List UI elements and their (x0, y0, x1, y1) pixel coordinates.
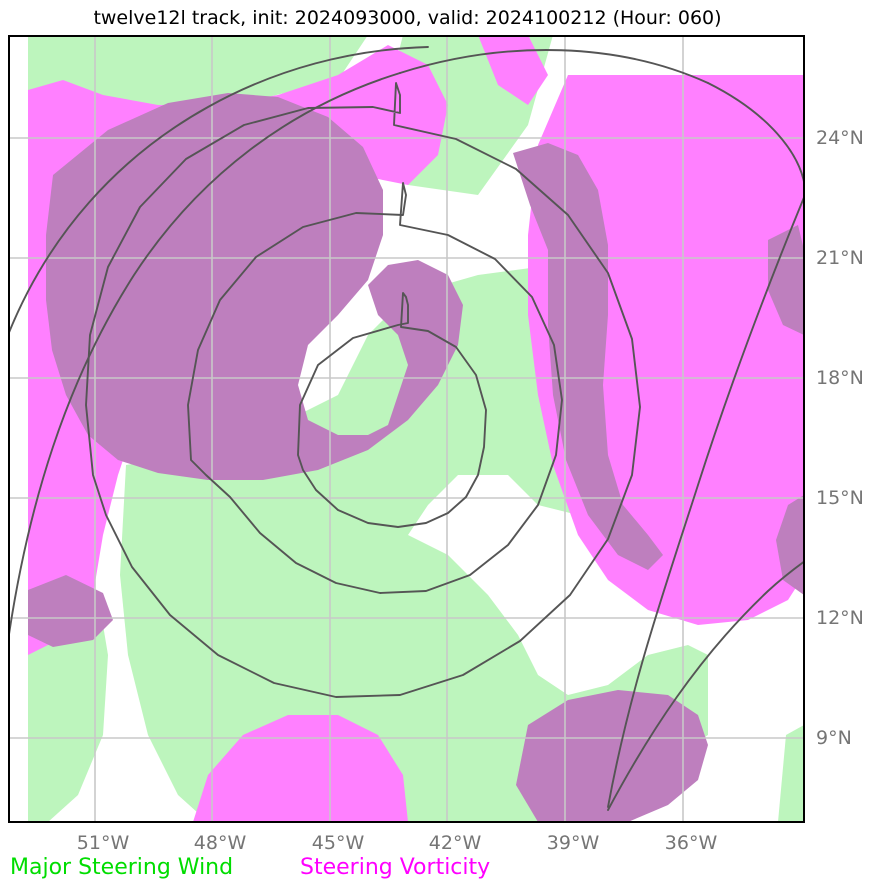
y-tick-label-24n: 24°N (816, 127, 864, 149)
contour-arc-bottom-right-segment (607, 560, 804, 811)
contour-ring-second (187, 182, 563, 594)
gridlines (8, 35, 805, 823)
contour-ring-inner (297, 292, 487, 528)
contour-arc-outer-right (707, 82, 804, 187)
contour-arc-outer-top (399, 49, 709, 84)
field-shading (28, 36, 804, 822)
y-tick-label-21n: 21°N (816, 247, 864, 269)
page-title: twelve12l track, init: 2024093000, valid… (93, 7, 722, 29)
x-tick-label-48w: 48°W (193, 832, 247, 854)
legend-item-major-steering-wind: Major Steering Wind (10, 855, 234, 880)
y-tick-label-12n: 12°N (816, 607, 864, 629)
contour-lines (9, 46, 804, 811)
contour-ring-third (85, 82, 641, 698)
y-tick-label-9n: 9°N (816, 727, 852, 749)
overlap-region (28, 93, 804, 822)
x-tick-label-51w: 51°W (76, 832, 130, 854)
map-canvas (8, 35, 805, 823)
y-tick-label-15n: 15°N (816, 487, 864, 509)
x-tick-label-42w: 42°W (428, 832, 482, 854)
x-tick-label-45w: 45°W (311, 832, 365, 854)
contour-arc-right-descending (607, 194, 804, 808)
plot-area (8, 35, 805, 823)
legend-item-steering-vorticity: Steering Vorticity (300, 855, 491, 880)
x-tick-label-39w: 39°W (546, 832, 600, 854)
axes-frame (8, 35, 805, 823)
contour-arc-fourth-upper (9, 46, 429, 336)
x-tick-label-36w: 36°W (664, 832, 718, 854)
contour-arc-outer-left (9, 72, 401, 641)
y-tick-label-18n: 18°N (816, 367, 864, 389)
